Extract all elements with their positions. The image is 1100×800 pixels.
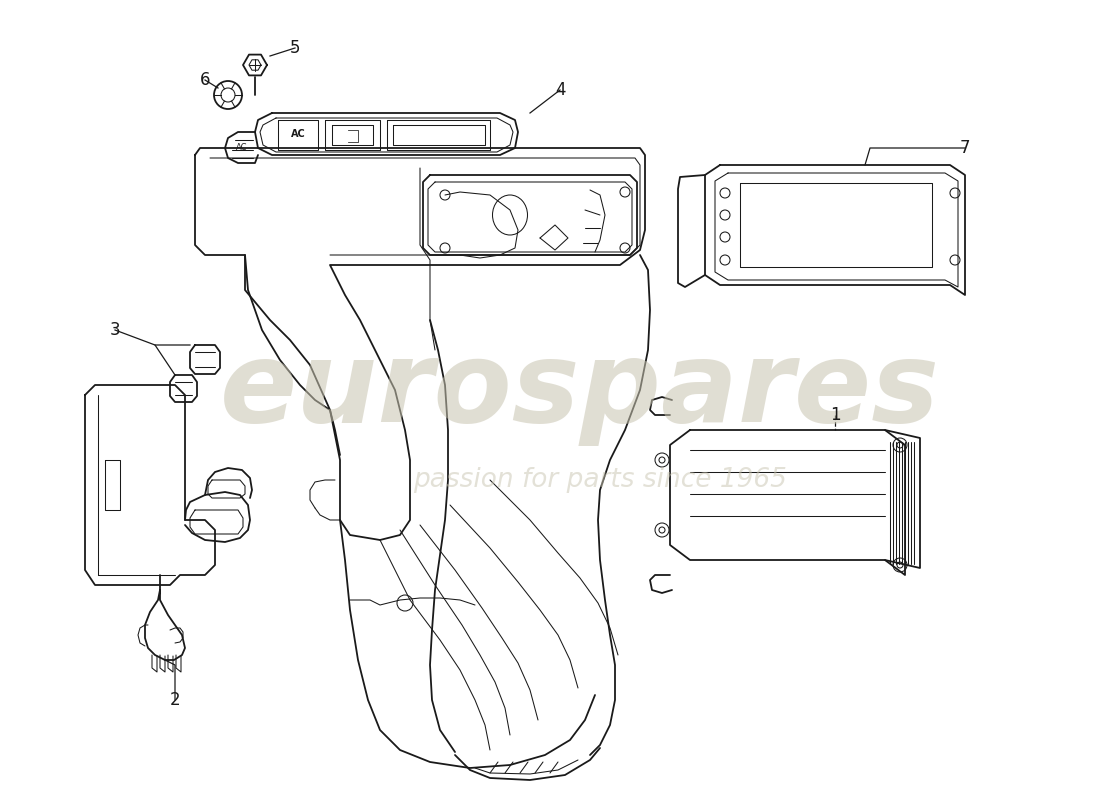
Text: 7: 7	[959, 139, 970, 157]
Text: 2: 2	[169, 691, 180, 709]
Text: passion for parts since 1965: passion for parts since 1965	[414, 467, 786, 493]
Text: 5: 5	[289, 39, 300, 57]
Text: 3: 3	[110, 321, 120, 339]
Text: AC: AC	[236, 143, 248, 153]
Text: AC: AC	[290, 129, 306, 139]
Text: 1: 1	[829, 406, 840, 424]
Text: 4: 4	[554, 81, 565, 99]
Text: 6: 6	[200, 71, 210, 89]
Text: eurospares: eurospares	[220, 334, 940, 446]
